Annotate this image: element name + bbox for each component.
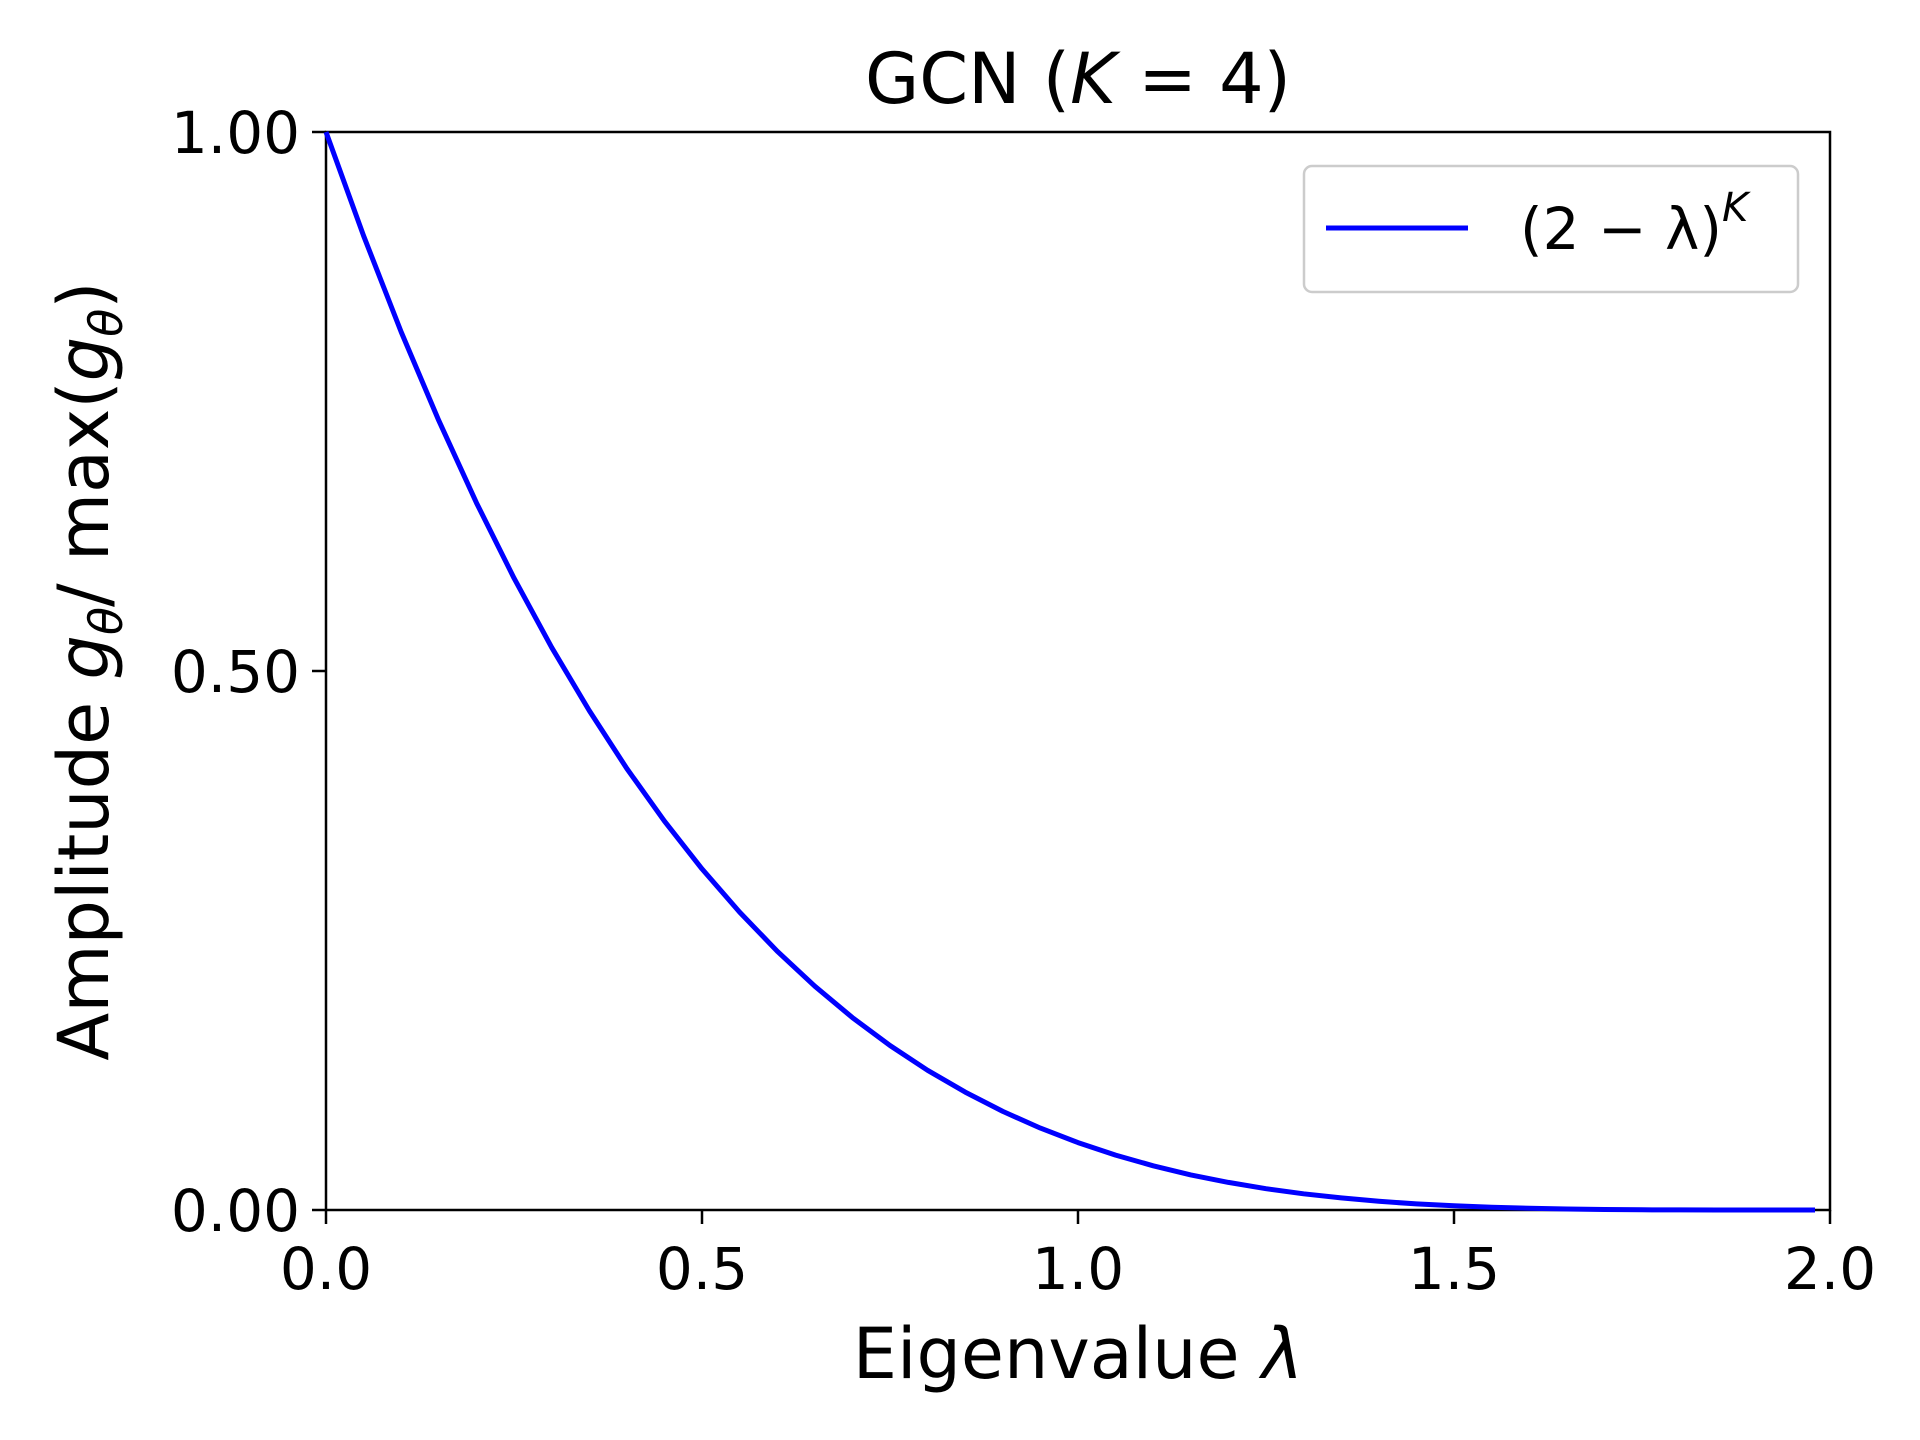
- y-axis-title: Amplitude gθ/ max(gθ): [43, 281, 133, 1060]
- legend-box: [1302, 164, 1800, 294]
- y-tick-label: 1.00: [171, 99, 300, 167]
- y-tick-label: 0.50: [171, 638, 300, 706]
- legend: (2 − λ)K: [1302, 164, 1800, 294]
- x-tick-label: 1.0: [1032, 1235, 1124, 1303]
- series-group: [323, 131, 1815, 1213]
- plot-area: [324, 130, 1832, 1212]
- y-axis: 0.00 0.50 1.00: [171, 99, 326, 1245]
- x-tick-label: 1.5: [1408, 1235, 1500, 1303]
- x-tick-label: 0.0: [280, 1235, 372, 1303]
- x-axis-title: Eigenvalue λ: [853, 1313, 1303, 1395]
- x-tick-label: 2.0: [1784, 1235, 1876, 1303]
- x-axis: 0.0 0.5 1.0 1.5 2.0: [280, 1210, 1876, 1303]
- series-line: [323, 131, 1815, 1213]
- chart-title: GCN (K = 4): [865, 38, 1291, 120]
- y-tick-label: 0.00: [171, 1177, 300, 1245]
- x-tick-label: 0.5: [656, 1235, 748, 1303]
- legend-label: (2 − λ)K: [1520, 185, 1751, 263]
